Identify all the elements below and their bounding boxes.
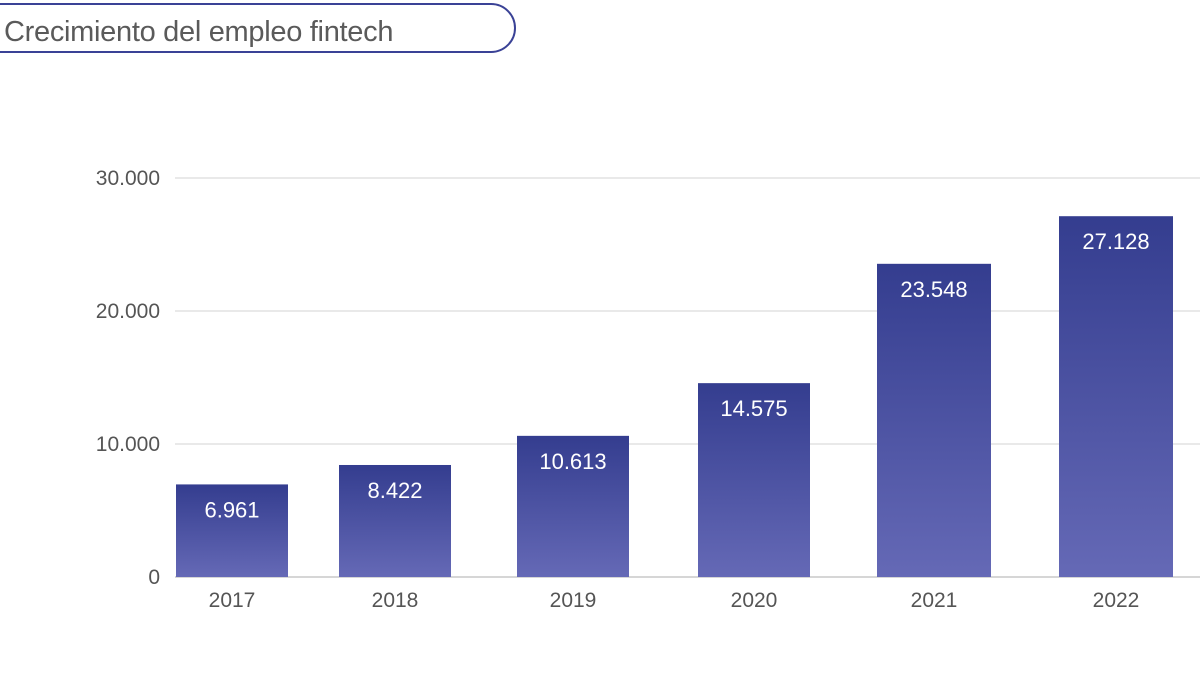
chart-title-pill: Crecimiento del empleo fintech <box>0 3 516 53</box>
x-tick-label: 2020 <box>731 589 778 612</box>
bar-value-label: 10.613 <box>539 449 606 474</box>
bar-2019 <box>517 435 629 577</box>
x-tick-label: 2017 <box>209 589 256 612</box>
chart-title: Crecimiento del empleo fintech <box>4 16 394 48</box>
bar-value-label: 6.961 <box>204 497 259 522</box>
bar-2021 <box>877 263 991 577</box>
bar-value-label: 27.128 <box>1082 229 1149 254</box>
x-axis-ticks: 2017 2018 2019 2020 2021 2022 <box>209 589 1140 612</box>
y-tick-label: 0 <box>148 566 160 589</box>
bar-value-label: 23.548 <box>900 277 967 302</box>
bar-2017 <box>176 484 288 577</box>
bar-2018 <box>339 464 451 577</box>
bar-2020 <box>698 383 810 577</box>
grid-lines <box>175 177 1200 578</box>
bars: 6.961 8.422 10.613 14.575 23.548 27.128 <box>176 216 1173 577</box>
x-tick-label: 2018 <box>372 589 419 612</box>
y-tick-label: 10.000 <box>96 433 160 456</box>
bar-value-label: 8.422 <box>367 478 422 503</box>
y-tick-label: 30.000 <box>96 167 160 190</box>
y-tick-label: 20.000 <box>96 300 160 323</box>
bar-value-label: 14.575 <box>720 396 787 421</box>
x-tick-label: 2021 <box>911 589 958 612</box>
y-axis-ticks: 0 10.000 20.000 30.000 <box>96 167 160 589</box>
x-tick-label: 2022 <box>1093 589 1140 612</box>
x-tick-label: 2019 <box>550 589 597 612</box>
bar-2022 <box>1059 216 1173 577</box>
